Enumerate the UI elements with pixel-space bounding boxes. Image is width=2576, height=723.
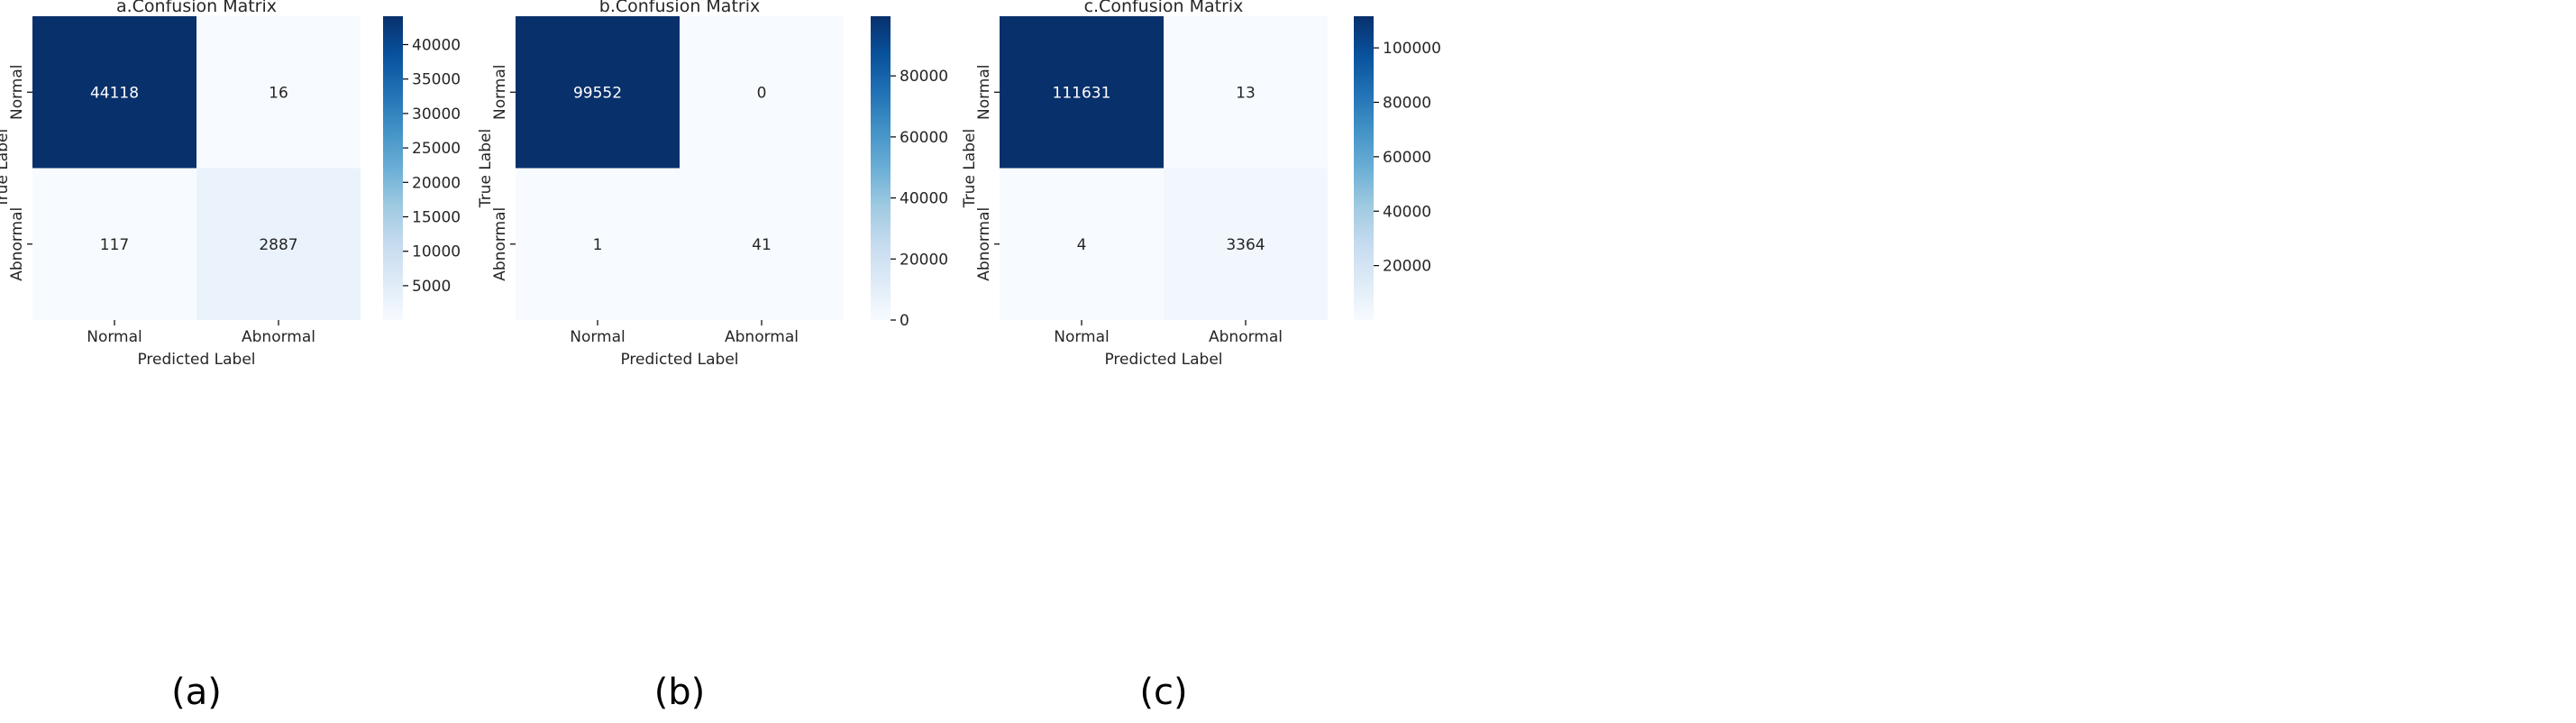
heatmap-cell bbox=[1164, 168, 1328, 320]
x-tick-label: Normal bbox=[87, 328, 142, 346]
y-tick-label: Abnormal bbox=[8, 207, 26, 281]
x-tick-label: Abnormal bbox=[242, 328, 315, 346]
confusion-matrix-panel-3: 111631 13 4 3364 c.Confusion Matrix Normal Abn… bbox=[961, 0, 1441, 713]
x-tick-label: Abnormal bbox=[1209, 328, 1283, 346]
heatmap-cell bbox=[1000, 16, 1164, 169]
colorbar bbox=[871, 16, 891, 320]
y-tick-label: Normal bbox=[491, 64, 509, 120]
x-tick-label: Normal bbox=[570, 328, 626, 346]
colorbar bbox=[1354, 16, 1374, 320]
confusion-matrix-panel-1: 44118 16 117 2887 a.Confusion Matrix Normal Ab… bbox=[0, 0, 461, 713]
cell-value-label: 0 bbox=[757, 84, 767, 102]
colorbar-tick-label: 80000 bbox=[900, 68, 948, 86]
cell-value-label: 44118 bbox=[90, 84, 139, 102]
y-axis-label: True Label bbox=[477, 129, 495, 208]
heatmap-cell bbox=[32, 16, 196, 169]
heatmap-cell bbox=[1164, 16, 1328, 169]
y-axis-label: True Label bbox=[0, 129, 12, 208]
heatmap-cell bbox=[196, 168, 361, 320]
colorbar-tick-label: 40000 bbox=[412, 36, 461, 54]
y-tick-label: Abnormal bbox=[491, 207, 509, 281]
colorbar-tick-label: 10000 bbox=[412, 243, 461, 261]
colorbar-tick-label: 80000 bbox=[1383, 94, 1431, 112]
colorbar-tick-label: 25000 bbox=[412, 140, 461, 158]
colorbar-tick-label: 40000 bbox=[1383, 203, 1431, 221]
colorbar-tick-label: 100000 bbox=[1383, 40, 1441, 58]
colorbar-tick-label: 15000 bbox=[412, 209, 461, 227]
panel-title: a.Confusion Matrix bbox=[116, 0, 277, 16]
heatmap-cell bbox=[680, 16, 844, 169]
colorbar-tick-label: 20000 bbox=[412, 174, 461, 192]
x-tick-label: Abnormal bbox=[725, 328, 799, 346]
heatmap-cell bbox=[1000, 168, 1164, 320]
heatmap-cell bbox=[32, 168, 196, 320]
heatmap-cell bbox=[516, 16, 680, 169]
cell-value-label: 111631 bbox=[1053, 84, 1111, 102]
y-tick-label: Normal bbox=[975, 64, 993, 120]
colorbar-tick-label: 5000 bbox=[412, 278, 451, 296]
x-tick-label: Normal bbox=[1054, 328, 1110, 346]
colorbar-tick-label: 20000 bbox=[1383, 258, 1431, 276]
panel-label: (c) bbox=[1139, 672, 1187, 713]
cell-value-label: 1 bbox=[593, 236, 603, 254]
cell-value-label: 117 bbox=[100, 236, 129, 254]
y-axis-label: True Label bbox=[961, 129, 979, 208]
cell-value-label: 2887 bbox=[259, 236, 297, 254]
cell-value-label: 4 bbox=[1077, 236, 1087, 254]
colorbar bbox=[383, 16, 403, 320]
cell-value-label: 41 bbox=[752, 236, 772, 254]
cell-value-label: 99552 bbox=[573, 84, 622, 102]
y-tick-label: Abnormal bbox=[975, 207, 993, 281]
cell-value-label: 3364 bbox=[1226, 236, 1265, 254]
x-axis-label: Predicted Label bbox=[1104, 351, 1222, 369]
y-tick-label: Normal bbox=[8, 64, 26, 120]
colorbar-tick-label: 20000 bbox=[900, 251, 948, 269]
panel-title: c.Confusion Matrix bbox=[1084, 0, 1244, 16]
panel-label: (b) bbox=[654, 672, 706, 713]
colorbar-tick-label: 60000 bbox=[900, 129, 948, 147]
colorbar-tick-label: 60000 bbox=[1383, 149, 1431, 167]
colorbar-tick-label: 30000 bbox=[412, 105, 461, 124]
colorbar-tick-label: 40000 bbox=[900, 190, 948, 208]
cell-value-label: 13 bbox=[1236, 84, 1256, 102]
colorbar-tick-label: 35000 bbox=[412, 71, 461, 89]
heatmap-cell bbox=[516, 168, 680, 320]
panel-label: (a) bbox=[171, 672, 222, 713]
x-axis-label: Predicted Label bbox=[620, 351, 738, 369]
heatmap-cell bbox=[196, 16, 361, 169]
heatmap-cell bbox=[680, 168, 844, 320]
x-axis-label: Predicted Label bbox=[137, 351, 255, 369]
cell-value-label: 16 bbox=[269, 84, 288, 102]
confusion-matrix-panel-2: 99552 0 1 41 b.Confusion Matrix Normal Abnorma… bbox=[477, 0, 948, 713]
colorbar-tick-label: 0 bbox=[900, 312, 909, 330]
panel-title: b.Confusion Matrix bbox=[599, 0, 760, 16]
